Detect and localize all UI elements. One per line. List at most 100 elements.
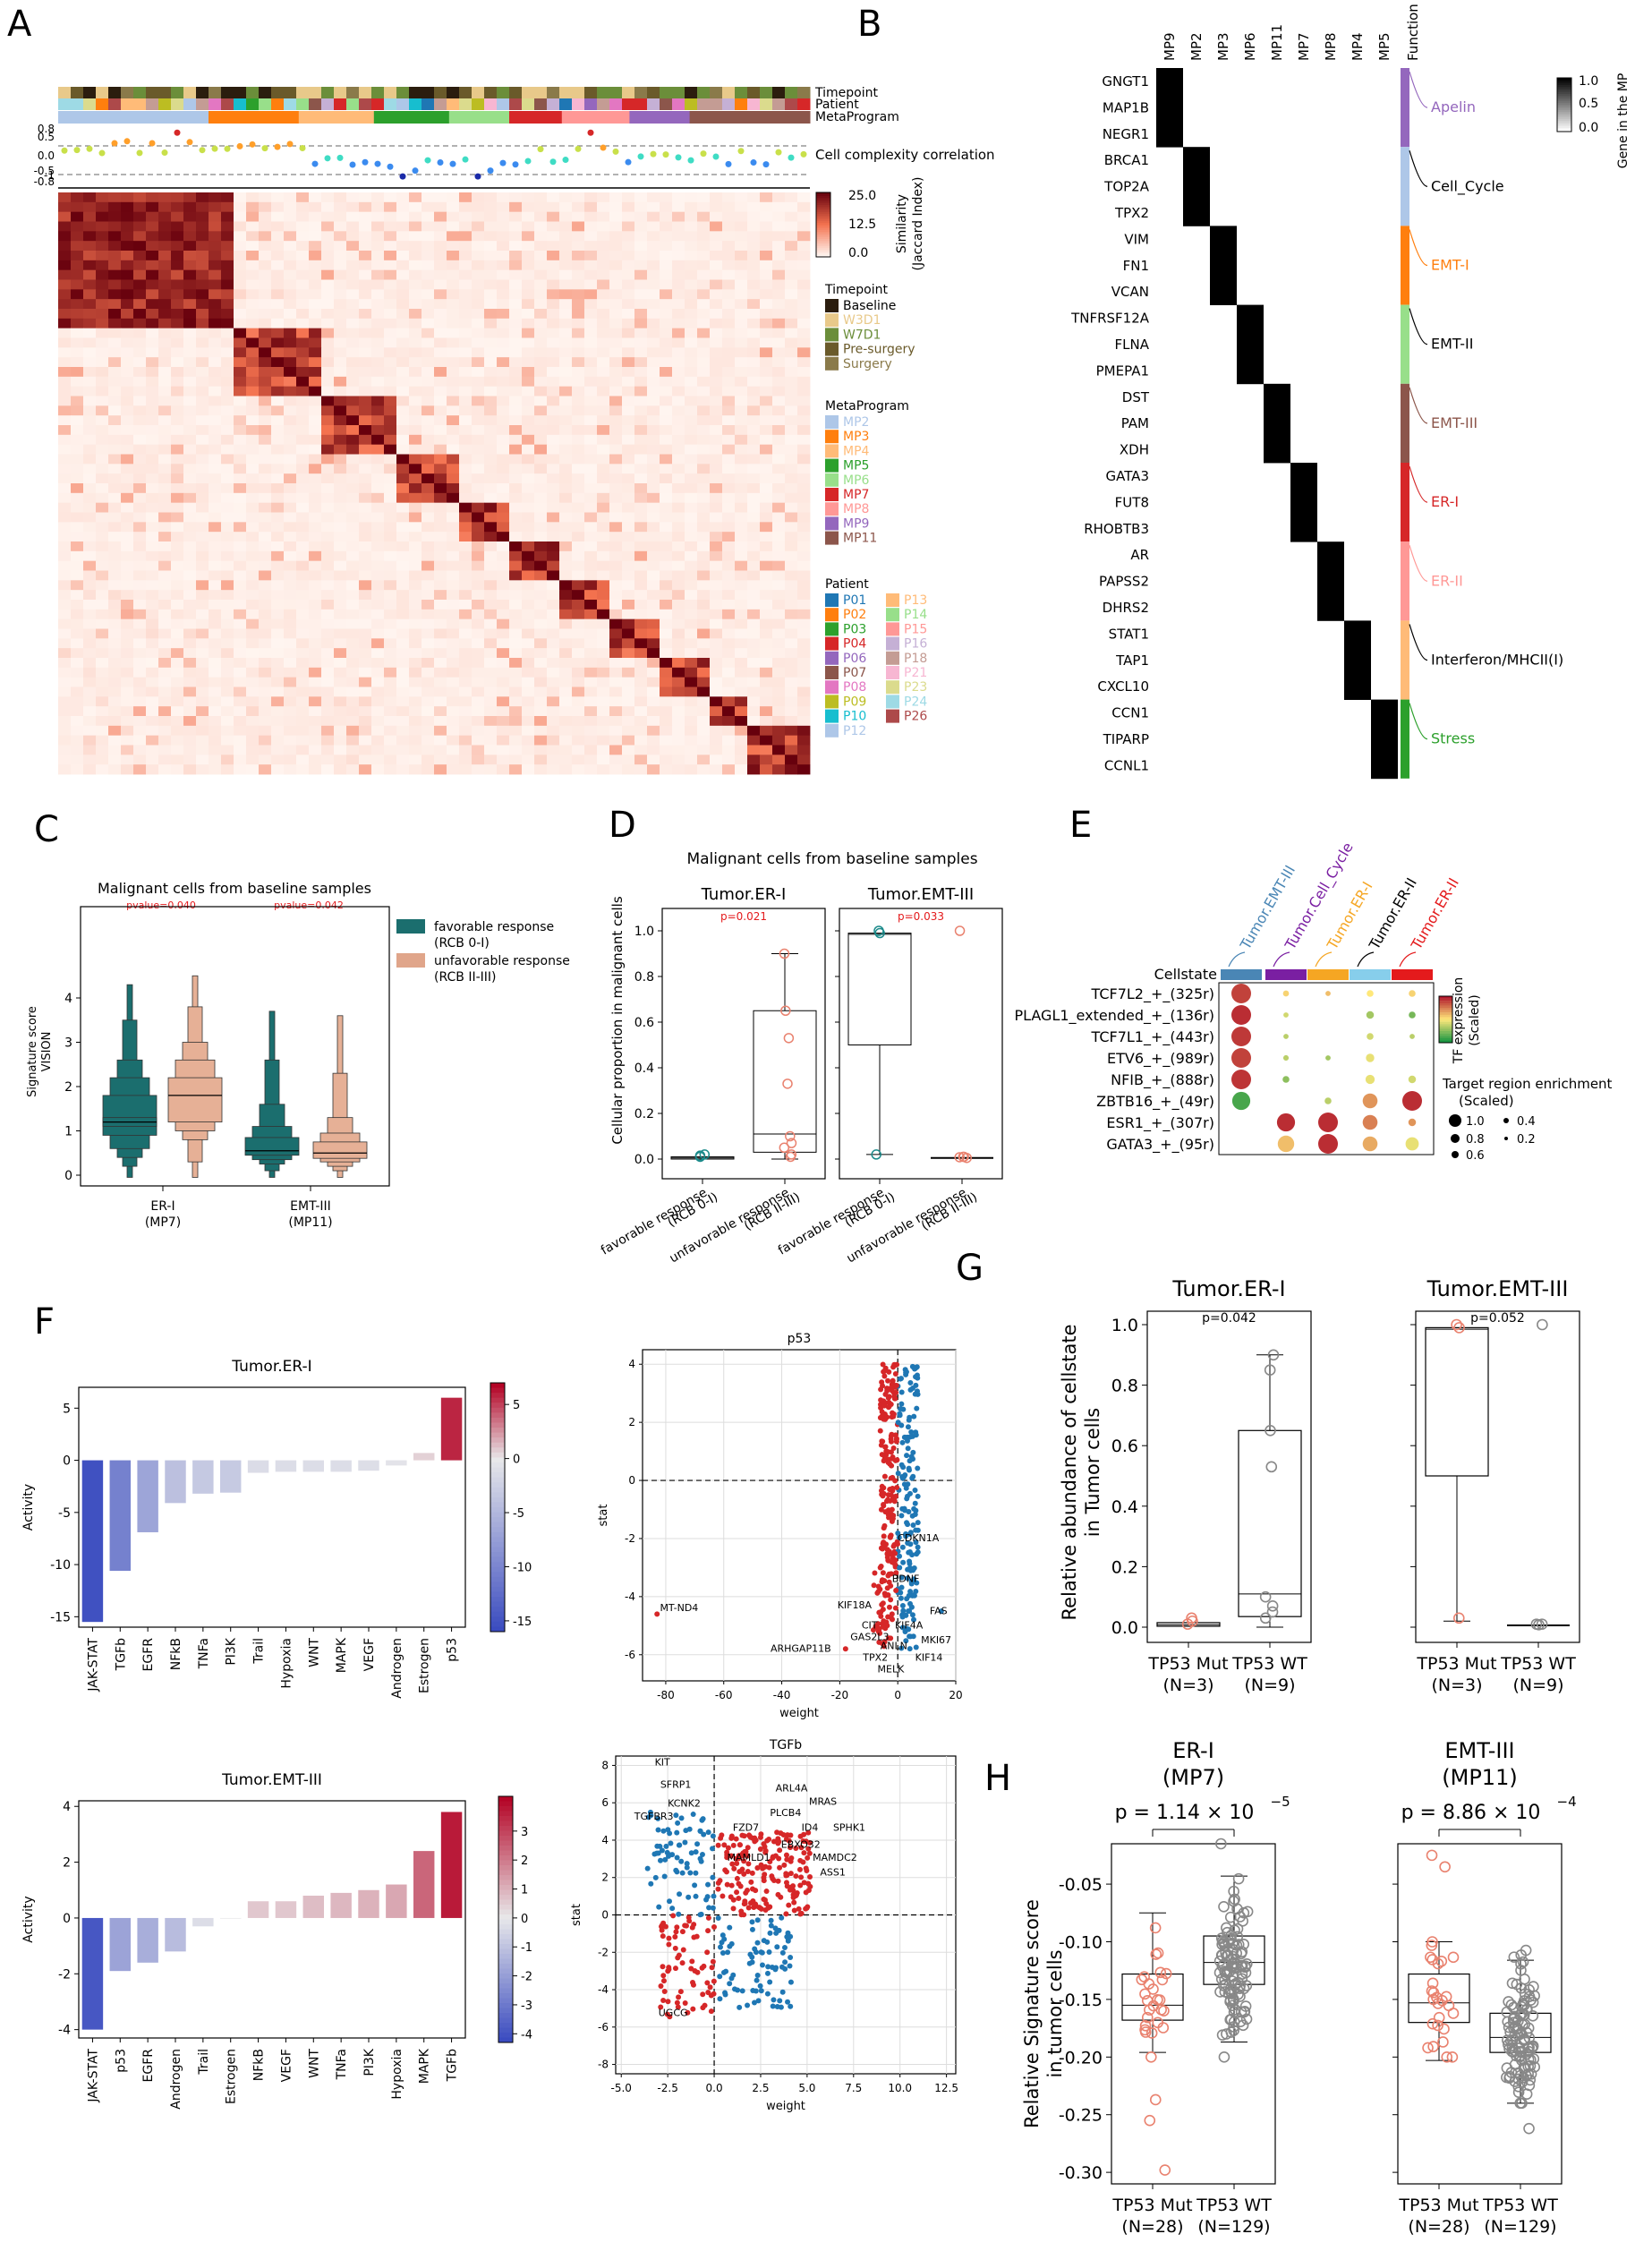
heatmap-cell	[672, 512, 685, 523]
timepoint-cell	[672, 87, 685, 98]
heatmap-cell	[647, 590, 660, 601]
heatmap-cell	[409, 541, 422, 552]
heatmap-cell	[622, 725, 635, 737]
heatmap-cell	[634, 454, 648, 465]
activity-bar	[358, 1460, 379, 1471]
heatmap-cell	[672, 231, 685, 242]
p53-point	[900, 1406, 907, 1412]
activity-bar	[109, 1460, 132, 1572]
heatmap-cell	[634, 328, 648, 338]
heatmap-cell	[371, 677, 385, 687]
heatmap-cell	[547, 483, 560, 494]
heatmap-cell	[572, 541, 585, 552]
heatmap-cell	[83, 328, 97, 338]
heatmap-cell	[484, 396, 498, 406]
heatmap-cell	[71, 522, 84, 533]
cellstate-bar-segment	[1265, 969, 1307, 980]
patient-cell	[246, 98, 260, 110]
heatmap-cell	[422, 299, 435, 310]
p53-point	[907, 1608, 913, 1615]
heatmap-cell	[559, 415, 573, 426]
heatmap-cell	[747, 231, 761, 242]
gene-label: PMEPA1	[1096, 362, 1149, 379]
heatmap-cell	[559, 628, 573, 639]
timepoint-cell	[321, 87, 335, 98]
heatmap-cell	[359, 415, 372, 426]
heatmap-cell	[346, 735, 360, 746]
heatmap-cell	[284, 192, 297, 203]
heatmap-cell	[171, 434, 184, 446]
heatmap-cell	[221, 541, 234, 552]
heatmap-cell	[259, 328, 272, 338]
heatmap-cell	[183, 590, 197, 601]
heatmap-cell	[371, 483, 385, 494]
heatmap-cell	[484, 755, 498, 765]
heatmap-cell	[133, 444, 147, 455]
heatmap-cell	[371, 764, 385, 775]
timepoint-cell	[271, 87, 285, 98]
heatmap-cell	[209, 279, 222, 290]
heatmap-cell	[522, 677, 535, 687]
heatmap-cell	[96, 454, 109, 465]
heatmap-cell	[121, 667, 134, 678]
xtick-label: Estrogen	[225, 2049, 239, 2104]
heatmap-cell	[597, 318, 610, 329]
legend-swatch-metaprogram	[825, 458, 839, 473]
heatmap-cell	[121, 473, 134, 484]
heatmap-cell	[647, 725, 660, 737]
heatmap-cell	[634, 512, 648, 523]
heatmap-cell	[58, 260, 72, 271]
heatmap-cell	[221, 570, 234, 581]
heatmap-cell	[622, 502, 635, 513]
heatmap-cell	[284, 706, 297, 717]
heatmap-cell	[747, 522, 761, 533]
heatmap-cell	[309, 628, 322, 639]
heatmap-cell	[346, 434, 360, 446]
heatmap-cell	[259, 532, 272, 542]
size-legend-label: 0.4	[1517, 1115, 1536, 1129]
heatmap-cell	[697, 211, 711, 222]
heatmap-cell	[597, 560, 610, 571]
heatmap-cell	[772, 260, 786, 271]
heatmap-cell	[484, 628, 498, 639]
heatmap-cell	[96, 696, 109, 707]
heatmap-cell	[71, 386, 84, 396]
heatmap-cell	[722, 522, 736, 533]
heatmap-cell	[647, 550, 660, 562]
tf-dot	[1231, 984, 1251, 1003]
corr-dot	[712, 153, 720, 160]
heatmap-cell	[271, 201, 285, 213]
heatmap-cell	[434, 376, 447, 388]
activity-colorbar-segment	[490, 1597, 505, 1603]
heatmap-cell	[434, 444, 447, 455]
tf-colorbar-label: (Scaled)	[1468, 994, 1482, 1045]
heatmap-cell	[209, 618, 222, 629]
p53-point	[913, 1644, 919, 1650]
heatmap-cell	[772, 328, 786, 338]
heatmap-cell	[83, 725, 97, 737]
activity-bar	[275, 1460, 297, 1472]
heatmap-cell	[334, 590, 347, 601]
heatmap-cell	[534, 434, 548, 446]
heatmap-cell	[584, 337, 598, 348]
heatmap-cell	[108, 464, 122, 474]
heatmap-cell	[735, 618, 748, 629]
xtick-label: TGFb	[446, 2049, 460, 2082]
patient-cell	[660, 98, 673, 110]
heatmap-cell	[622, 473, 635, 484]
xtick-label: JAK-STAT	[86, 2049, 100, 2103]
heatmap-cell	[284, 328, 297, 338]
tf-row-label: ZBTB16_+_(49r)	[1096, 1093, 1214, 1111]
heatmap-cell	[259, 241, 272, 252]
heatmap-cell	[334, 289, 347, 300]
cb-tick-label: 1	[521, 1884, 528, 1897]
activity-colorbar-segment	[498, 1914, 513, 1920]
p53-point	[875, 1583, 881, 1590]
heatmap-cell	[171, 590, 184, 601]
heatmap-cell	[234, 502, 247, 513]
heatmap-cell	[672, 415, 685, 426]
heatmap-cell	[797, 405, 811, 416]
timepoint-cell	[246, 87, 260, 98]
heatmap-cell	[735, 638, 748, 649]
function-label: Interferon/MHCII(I)	[1431, 652, 1563, 669]
